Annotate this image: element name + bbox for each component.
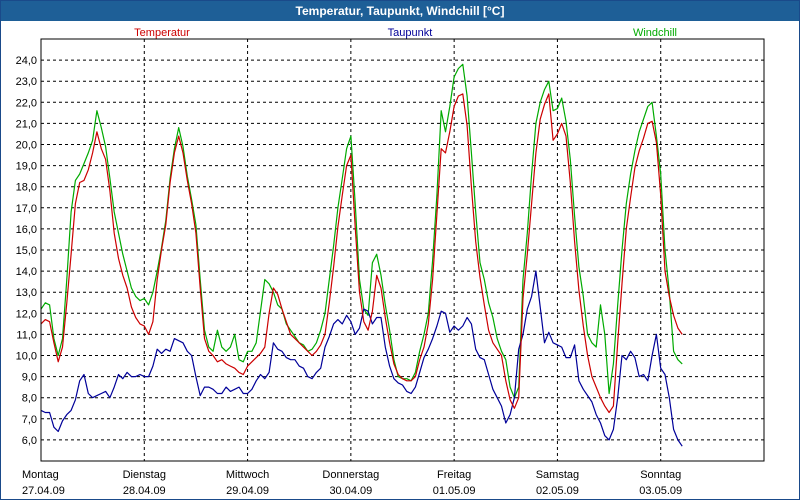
x-axis: Montag 27.04.09 Dienstag 28.04.09 Mittwoch 29… bbox=[22, 469, 682, 497]
x-tick-date-label: 03.05.09 bbox=[639, 485, 682, 497]
y-tick-label: 11,0 bbox=[16, 329, 37, 341]
x-tick-day-label: Donnerstag bbox=[322, 469, 379, 481]
chart-title: Temperatur, Taupunkt, Windchill [°C] bbox=[1, 1, 799, 21]
plot-frame bbox=[40, 38, 765, 462]
x-tick-day-label: Sonntag bbox=[640, 469, 681, 481]
y-tick-label: 6,0 bbox=[22, 435, 37, 447]
legend-entry-temperatur: Temperatur bbox=[134, 27, 190, 39]
y-tick-label: 20,0 bbox=[16, 140, 37, 152]
x-tick-day-label: Mittwoch bbox=[226, 469, 269, 481]
x-tick-day-label: Dienstag bbox=[123, 469, 166, 481]
series-line-temperatur bbox=[40, 93, 683, 414]
x-tick-day-label: Montag bbox=[22, 469, 59, 481]
x-tick-date-label: 27.04.09 bbox=[22, 485, 65, 497]
x-tick-date-label: 29.04.09 bbox=[226, 485, 269, 497]
x-tick-date-label: 30.04.09 bbox=[329, 485, 372, 497]
y-tick-label: 18,0 bbox=[16, 182, 37, 194]
legend-entry-windchill: Windchill bbox=[633, 27, 677, 39]
y-axis: 6,0 7,0 8,0 9,0 10,0 11,0 12,0 13,0 14,0 15,0 16,0… bbox=[16, 55, 37, 447]
legend: Temperatur Taupunkt Windchill bbox=[134, 27, 677, 39]
x-tick-day-label: Freitag bbox=[437, 469, 471, 481]
y-tick-label: 16,0 bbox=[16, 224, 37, 236]
y-tick-label: 10,0 bbox=[16, 351, 37, 363]
series-line-taupunkt bbox=[40, 270, 683, 447]
legend-entry-taupunkt: Taupunkt bbox=[388, 27, 433, 39]
y-tick-label: 19,0 bbox=[16, 161, 37, 173]
y-tick-label: 22,0 bbox=[16, 97, 37, 109]
x-tick-date-label: 28.04.09 bbox=[123, 485, 166, 497]
x-tick-date-label: 02.05.09 bbox=[536, 485, 579, 497]
y-tick-label: 24,0 bbox=[16, 55, 37, 67]
y-tick-label: 9,0 bbox=[22, 372, 37, 384]
y-tick-label: 12,0 bbox=[16, 308, 37, 320]
x-tick-date-label: 01.05.09 bbox=[433, 485, 476, 497]
x-tick-day-label: Samstag bbox=[536, 469, 579, 481]
series-line-windchill bbox=[40, 63, 683, 399]
y-tick-label: 14,0 bbox=[16, 266, 37, 278]
y-tick-label: 7,0 bbox=[22, 414, 37, 426]
y-tick-label: 13,0 bbox=[16, 287, 37, 299]
series-group bbox=[40, 63, 683, 447]
y-tick-label: 15,0 bbox=[16, 245, 37, 257]
y-tick-label: 8,0 bbox=[22, 393, 37, 405]
y-tick-label: 21,0 bbox=[16, 118, 37, 130]
grid bbox=[41, 39, 764, 461]
y-tick-label: 17,0 bbox=[16, 203, 37, 215]
y-tick-label: 23,0 bbox=[16, 76, 37, 88]
